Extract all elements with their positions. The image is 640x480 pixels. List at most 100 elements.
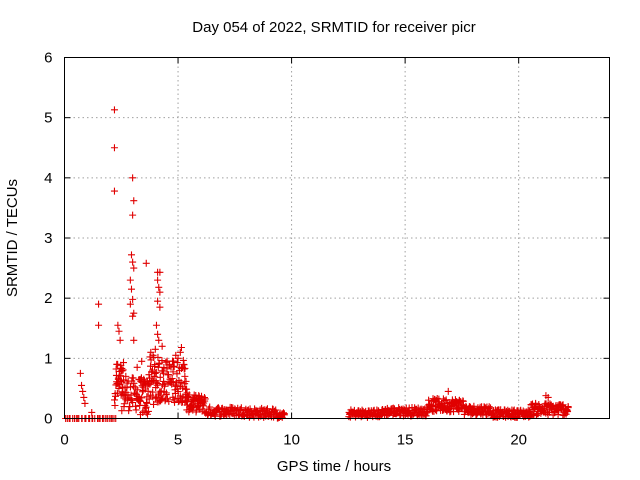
data-point: [180, 365, 188, 373]
x-axis-label: GPS time / hours: [277, 458, 391, 475]
data-point: [164, 371, 172, 379]
data-point: [179, 363, 187, 371]
data-point: [78, 381, 86, 389]
data-point: [111, 402, 119, 410]
data-point: [144, 387, 152, 395]
data-point: [206, 403, 214, 411]
data-point: [130, 379, 138, 387]
y-tick-label: 5: [44, 110, 52, 127]
data-point: [129, 211, 137, 219]
data-point: [544, 393, 552, 401]
data-point: [156, 268, 164, 276]
y-tick-label: 3: [44, 230, 52, 247]
data-point: [156, 303, 164, 311]
data-point: [95, 300, 103, 308]
data-point: [174, 354, 182, 362]
data-point: [119, 359, 127, 367]
data-point: [118, 407, 126, 415]
data-point: [201, 395, 209, 403]
data-point: [119, 366, 127, 374]
data-point: [156, 373, 164, 381]
data-point: [564, 404, 572, 412]
data-point: [130, 264, 138, 272]
data-point: [132, 402, 140, 410]
data-point: [88, 408, 96, 416]
data-point: [526, 408, 534, 416]
plot-frame: [64, 57, 610, 419]
y-tick-label: 0: [44, 411, 52, 428]
data-point: [564, 408, 572, 416]
data-point: [154, 380, 162, 388]
data-point: [115, 327, 123, 335]
data-point: [142, 259, 150, 267]
data-points: [62, 106, 572, 422]
data-point: [114, 321, 122, 329]
data-point: [133, 386, 141, 394]
data-point: [170, 357, 177, 365]
data-point: [428, 401, 436, 409]
data-point: [126, 383, 134, 391]
ticks: 0 5 10 15 20 0 1 2 3 4 5 6: [44, 50, 610, 449]
data-point: [176, 348, 184, 356]
data-point: [532, 399, 540, 407]
data-point: [143, 399, 151, 407]
data-point: [156, 288, 164, 296]
data-point: [120, 376, 128, 384]
data-point: [129, 174, 137, 182]
data-point: [126, 300, 134, 308]
data-point: [129, 258, 137, 266]
x-tick-label: 20: [510, 432, 527, 449]
data-point: [163, 365, 171, 373]
data-point: [79, 387, 87, 395]
data-point: [117, 372, 125, 380]
data-point: [126, 276, 134, 284]
data-point: [150, 372, 158, 380]
data-point: [155, 336, 163, 344]
data-point: [116, 336, 124, 344]
data-point: [280, 410, 288, 418]
data-point: [160, 363, 168, 371]
data-point: [151, 345, 159, 353]
data-point: [118, 367, 126, 375]
data-point: [116, 377, 124, 385]
data-point: [433, 394, 441, 402]
data-point: [152, 368, 160, 376]
data-point: [145, 395, 153, 403]
data-point: [192, 406, 200, 414]
data-point: [125, 407, 133, 415]
data-point: [168, 375, 176, 383]
data-point: [171, 398, 179, 406]
data-point: [120, 400, 128, 408]
data-point: [177, 344, 185, 352]
data-point: [129, 295, 137, 303]
data-point: [80, 393, 88, 401]
data-point: [110, 187, 118, 195]
data-point: [444, 387, 452, 395]
data-point: [137, 397, 145, 405]
data-point: [151, 369, 159, 377]
data-point: [161, 380, 169, 388]
data-point: [165, 397, 173, 405]
data-point: [485, 403, 493, 411]
data-point: [150, 400, 158, 408]
data-point: [181, 372, 189, 380]
data-point: [154, 353, 162, 361]
x-tick-label: 5: [174, 432, 182, 449]
data-point: [162, 389, 170, 397]
y-tick-label: 6: [44, 50, 52, 67]
data-point: [237, 404, 245, 412]
data-point: [158, 342, 166, 350]
data-point: [130, 336, 138, 344]
data-point: [154, 330, 162, 338]
data-point: [149, 351, 157, 359]
x-tick-label: 15: [397, 432, 414, 449]
data-point: [154, 297, 162, 305]
data-point: [129, 399, 137, 407]
data-point: [151, 394, 159, 402]
data-point: [76, 369, 84, 377]
y-tick-label: 2: [44, 290, 52, 307]
y-tick-label: 4: [44, 170, 52, 187]
chart-title: Day 054 of 2022, SRMTID for receiver pic…: [192, 19, 475, 36]
data-point: [144, 407, 152, 415]
